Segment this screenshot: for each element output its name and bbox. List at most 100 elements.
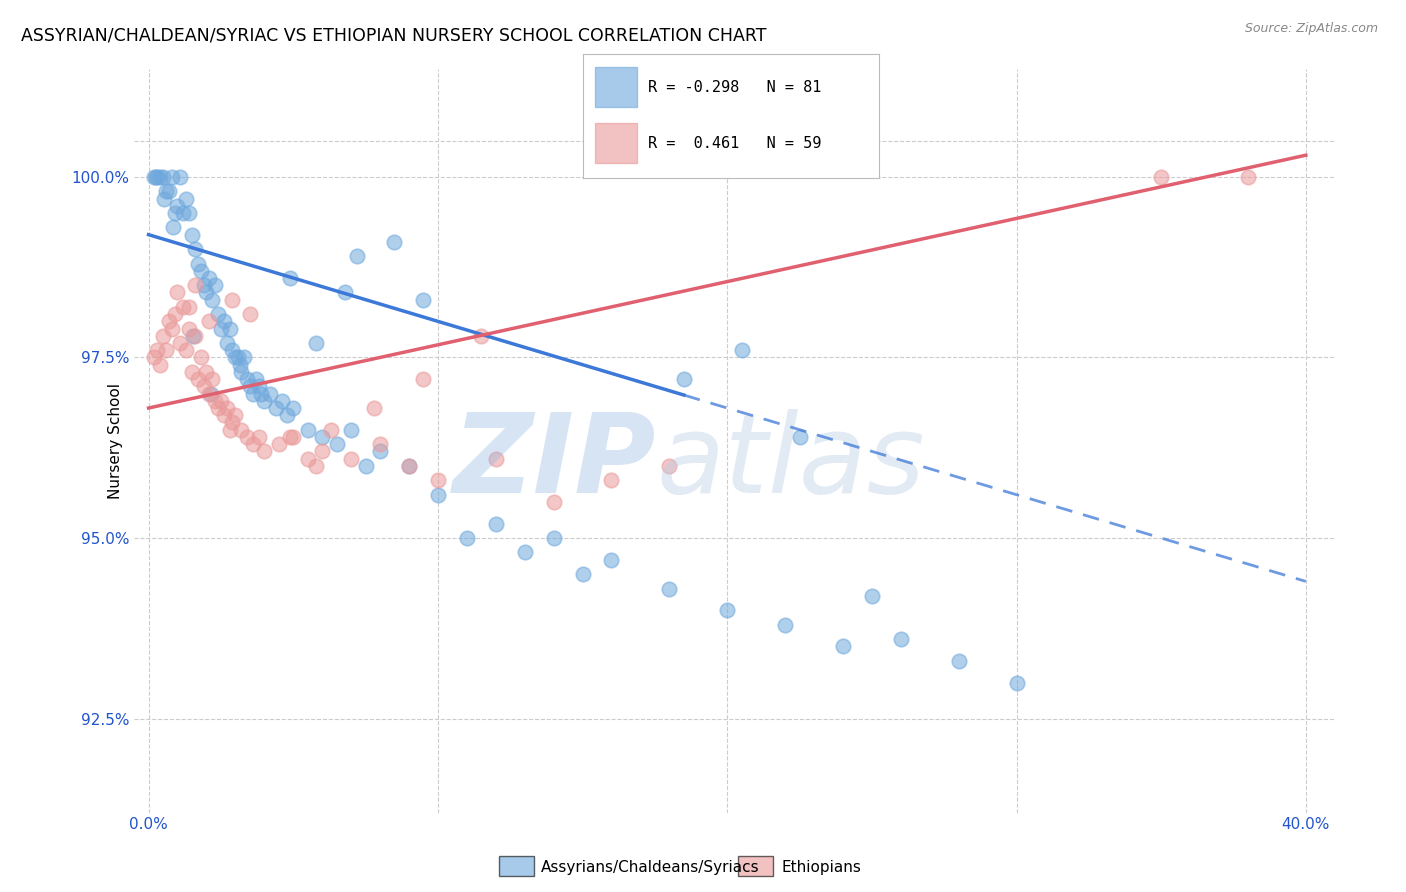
Point (198, 271, 221, 285)
Point (162, 220, 184, 235)
Point (218, 423, 240, 437)
Point (155, 184, 177, 198)
Point (363, 401, 385, 415)
Point (172, 206, 194, 220)
Point (215, 336, 238, 351)
Point (221, 343, 243, 358)
Point (730, 343, 752, 358)
Point (152, 328, 174, 343)
Point (146, 343, 169, 358)
Point (195, 285, 218, 300)
Point (340, 423, 363, 437)
Point (253, 393, 276, 408)
Point (485, 451, 508, 466)
Point (948, 654, 970, 668)
Point (172, 300, 194, 314)
Point (305, 336, 328, 351)
Point (152, 169, 174, 184)
Point (239, 379, 262, 393)
Text: atlas: atlas (657, 409, 925, 516)
Point (426, 488, 449, 502)
Point (149, 169, 172, 184)
Point (398, 458, 420, 473)
Point (543, 531, 565, 545)
Point (198, 386, 221, 401)
Point (354, 458, 377, 473)
Point (239, 307, 262, 321)
Point (311, 430, 333, 444)
Point (658, 582, 681, 596)
Point (890, 632, 912, 647)
Point (221, 416, 243, 430)
Point (195, 365, 218, 379)
Point (346, 249, 368, 263)
Point (209, 393, 232, 408)
Point (426, 473, 449, 487)
Point (146, 169, 169, 184)
Point (278, 430, 301, 444)
Point (207, 401, 229, 415)
Text: Assyrians/Chaldeans/Syriacs: Assyrians/Chaldeans/Syriacs (541, 860, 759, 874)
Point (143, 169, 166, 184)
Point (270, 393, 292, 408)
Point (297, 423, 319, 437)
Point (177, 300, 200, 314)
Point (242, 437, 264, 451)
Point (201, 293, 224, 307)
Point (283, 430, 305, 444)
Point (207, 307, 229, 321)
Point (860, 589, 883, 603)
Point (215, 401, 238, 415)
Point (149, 358, 172, 372)
Point (832, 640, 855, 654)
Text: ZIP: ZIP (453, 409, 657, 516)
Point (145, 169, 167, 184)
Point (233, 351, 256, 365)
Point (278, 271, 301, 285)
Point (398, 458, 420, 473)
Point (143, 351, 166, 365)
Bar (595, 123, 637, 163)
Point (190, 264, 212, 278)
Point (368, 437, 391, 451)
Point (600, 473, 623, 487)
Point (174, 343, 197, 358)
Point (184, 328, 207, 343)
Point (226, 351, 249, 365)
Y-axis label: Nursery School: Nursery School (108, 383, 122, 499)
Point (1237, 169, 1260, 184)
Point (200, 386, 222, 401)
Point (163, 307, 186, 321)
Point (600, 552, 623, 566)
Point (412, 293, 434, 307)
Point (204, 393, 226, 408)
Point (155, 343, 177, 358)
Point (163, 206, 186, 220)
Point (456, 531, 478, 545)
Point (184, 242, 207, 256)
Point (187, 372, 209, 386)
Point (672, 372, 695, 386)
Point (236, 372, 259, 386)
Point (181, 227, 204, 242)
Point (224, 351, 246, 365)
Point (157, 184, 180, 198)
Point (153, 192, 176, 206)
Bar (595, 67, 637, 107)
Text: R = -0.298   N = 81: R = -0.298 N = 81 (648, 79, 823, 95)
Point (166, 285, 188, 300)
Text: ASSYRIAN/CHALDEAN/SYRIAC VS ETHIOPIAN NURSERY SCHOOL CORRELATION CHART: ASSYRIAN/CHALDEAN/SYRIAC VS ETHIOPIAN NU… (21, 27, 766, 45)
Point (204, 278, 226, 293)
Point (789, 430, 811, 444)
Point (658, 458, 681, 473)
Point (181, 365, 204, 379)
Point (1150, 169, 1173, 184)
Point (184, 278, 207, 293)
Point (250, 386, 273, 401)
Point (212, 314, 235, 328)
Point (276, 409, 298, 423)
Text: Ethiopians: Ethiopians (782, 860, 862, 874)
Point (218, 321, 240, 335)
Point (236, 430, 259, 444)
Point (224, 409, 246, 423)
